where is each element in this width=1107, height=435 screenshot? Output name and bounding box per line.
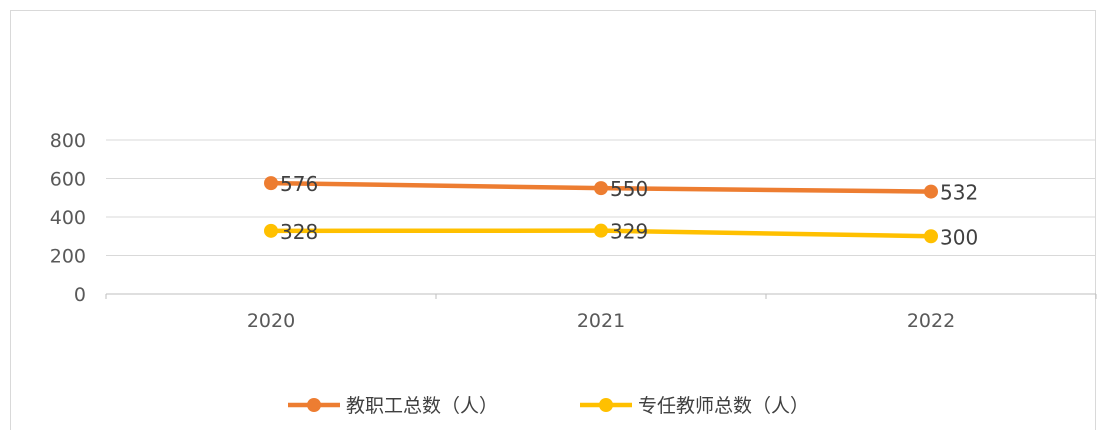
data-point	[924, 229, 938, 244]
x-tick-label: 2022	[907, 310, 955, 332]
data-label: 300	[940, 225, 978, 249]
series-group: 576 550 532 328 329 300	[264, 172, 978, 249]
x-tick-label: 2021	[577, 310, 625, 332]
data-point	[264, 223, 278, 238]
chart-frame	[10, 10, 1096, 430]
data-point	[264, 176, 278, 191]
x-tick-label: 2020	[247, 310, 295, 332]
y-tick-label: 800	[50, 130, 86, 152]
series-0: 576 550 532	[264, 172, 978, 205]
data-label: 576	[280, 172, 318, 196]
data-point	[594, 181, 608, 196]
data-label: 329	[610, 220, 648, 244]
data-label: 550	[610, 177, 648, 201]
y-axis: 0 200 400 600 800	[50, 130, 86, 306]
data-point	[924, 184, 938, 199]
y-tick-label: 200	[50, 246, 86, 268]
data-point	[594, 223, 608, 238]
legend-item-1: 专任教师总数（人）	[580, 395, 809, 417]
y-tick-label: 0	[74, 284, 86, 306]
legend-marker	[307, 398, 321, 412]
data-label: 328	[280, 220, 318, 244]
legend: 教职工总数（人） 专任教师总数（人）	[288, 395, 809, 417]
series-1: 328 329 300	[264, 220, 978, 249]
legend-label: 专任教师总数（人）	[638, 395, 809, 417]
legend-label: 教职工总数（人）	[346, 395, 498, 417]
x-axis: 2020 2021 2022	[105, 293, 1097, 332]
y-tick-label: 600	[50, 169, 86, 191]
legend-item-0: 教职工总数（人）	[288, 395, 498, 417]
y-tick-label: 400	[50, 207, 86, 229]
data-label: 532	[940, 181, 978, 205]
legend-marker	[599, 398, 613, 412]
